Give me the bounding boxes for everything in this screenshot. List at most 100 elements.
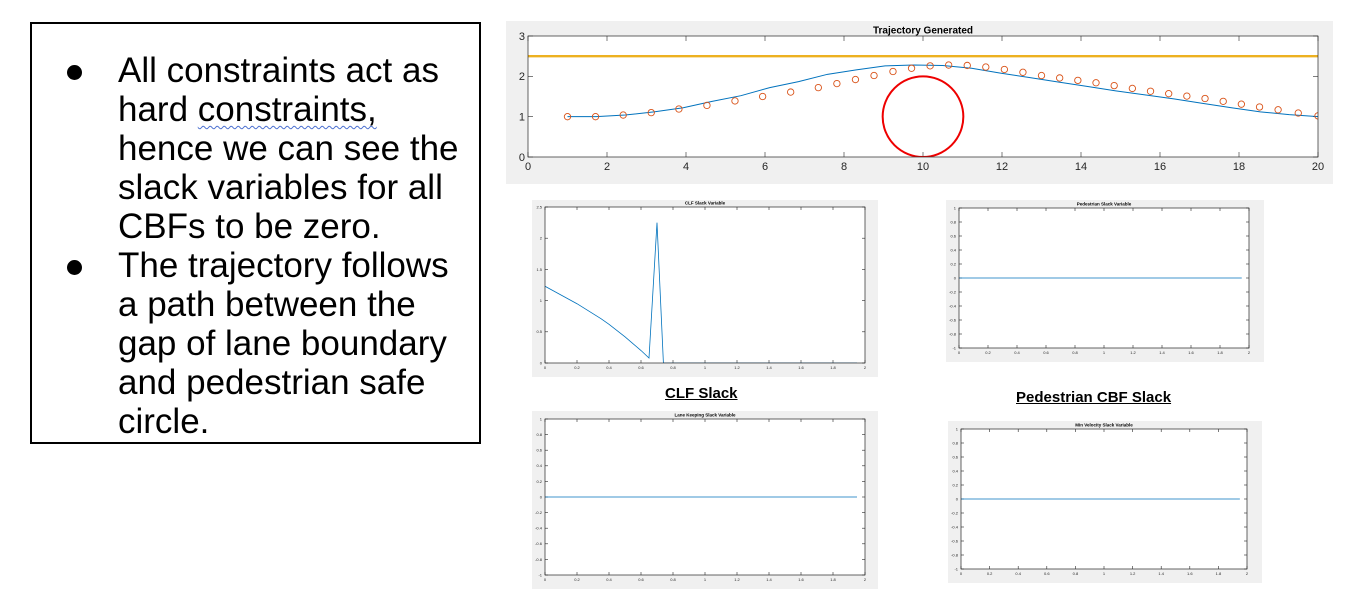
x-tick-label: 1.8: [830, 577, 836, 582]
trajectory-point: [731, 97, 739, 105]
bullet-list: All constraints act as hard constraints,…: [32, 51, 479, 441]
bullet-text: constraints,: [197, 90, 377, 129]
y-tick-label: 1: [956, 426, 959, 431]
x-tick-label: 0: [525, 161, 531, 173]
x-tick-label: 1.4: [766, 365, 772, 370]
x-tick-label: 1: [1103, 571, 1106, 576]
axes-box: [544, 418, 866, 576]
x-tick-label: 14: [1075, 161, 1087, 173]
y-tick-label: 0.6: [950, 233, 956, 238]
x-tick-label: 0.4: [606, 577, 612, 582]
x-tick-label: 0: [960, 571, 963, 576]
y-tick-label: -0.8: [951, 552, 959, 557]
bullet-text: All constraints act as hard: [118, 51, 439, 129]
x-tick-label: 20: [1312, 161, 1324, 173]
series-line: [545, 222, 857, 363]
y-tick-label: 1: [954, 205, 957, 210]
x-tick-label: 0.8: [1072, 350, 1078, 355]
y-tick-label: 0: [540, 494, 543, 499]
trajectory-point: [675, 105, 683, 113]
x-tick-label: 0: [958, 350, 961, 355]
y-tick-label: -0.4: [949, 303, 957, 308]
x-tick-label: 1.4: [1159, 350, 1165, 355]
trajectory-point: [1255, 103, 1264, 111]
x-tick-label: 1.4: [766, 577, 772, 582]
y-tick-label: 0: [519, 152, 525, 164]
x-tick-label: 0.4: [1015, 571, 1021, 576]
x-tick-label: 8: [841, 161, 847, 173]
x-tick-label: 1.6: [798, 365, 804, 370]
y-tick-label: 0.4: [950, 247, 956, 252]
y-tick-label: 0.2: [536, 479, 542, 484]
chart-svg: Min Velocity Slack Variable 0 0.2 0.4 0.6 0.8…: [951, 423, 1249, 577]
chart-svg: Pedestrian Slack Variable 0 0.2 0.4 0.6 0.8 1 1…: [949, 202, 1251, 356]
y-tick-label: -1: [538, 572, 542, 577]
y-tick-label: 0.8: [536, 432, 542, 437]
y-tick-label: -0.2: [949, 289, 957, 294]
plot-content: [528, 54, 1318, 157]
trajectory-point: [1056, 74, 1064, 82]
bullet-text: The trajectory follows a path between th…: [118, 246, 449, 441]
y-tick-label: 2.5: [536, 204, 542, 209]
y-tick-label: 0.6: [536, 448, 542, 453]
y-tick-label: -1: [952, 345, 956, 350]
axes-box: [958, 207, 1250, 349]
trajectory-point: [1019, 68, 1027, 76]
x-tick-label: 1.8: [1216, 571, 1222, 576]
x-tick-label: 1.2: [1130, 350, 1136, 355]
trajectory-point: [1219, 97, 1227, 105]
lane-keeping-slack-chart: Lane Keeping Slack Variable 0 0.2 0.4 0.6 0.8…: [532, 411, 878, 589]
x-tick-label: 0.2: [985, 350, 991, 355]
y-tick-label: -0.4: [951, 524, 959, 529]
pedestrian-slack-chart: Pedestrian Slack Variable 0 0.2 0.4 0.6 0.8 1 1…: [946, 200, 1264, 362]
y-tick-label: 0.2: [952, 482, 958, 487]
trajectory-point: [926, 62, 934, 70]
bullet-text: hence we can see the slack variables for…: [118, 129, 459, 246]
plot-content: [545, 222, 857, 363]
x-tick-label: 2: [1248, 350, 1251, 355]
bullet-item: All constraints act as hard constraints,…: [32, 51, 479, 246]
bullet-dot-icon: [67, 65, 82, 80]
x-tick-label: 0.2: [574, 365, 580, 370]
y-tick-label: -0.8: [535, 557, 543, 562]
x-tick-label: 1.8: [830, 365, 836, 370]
clf-slack-caption: CLF Slack: [665, 385, 738, 402]
y-tick-label: 2: [519, 71, 525, 83]
trajectory-point: [1092, 79, 1100, 87]
y-tick-label: 0: [540, 360, 543, 365]
trajectory-point: [758, 92, 767, 101]
y-tick-label: 1: [519, 112, 525, 124]
y-tick-label: 3: [519, 31, 525, 43]
y-tick-label: -1: [954, 566, 958, 571]
pedestrian-cbf-slack-caption: Pedestrian CBF Slack: [1016, 389, 1172, 406]
chart-title: CLF Slack Variable: [685, 201, 726, 206]
series-line: [567, 64, 1318, 118]
trajectory-point: [1128, 84, 1136, 93]
y-tick-label: -0.8: [949, 331, 957, 336]
x-tick-label: 2: [604, 161, 610, 173]
trajectory-point: [833, 79, 841, 88]
text-box: All constraints act as hard constraints,…: [30, 22, 481, 444]
plot-area: [528, 36, 1318, 157]
x-tick-label: 0: [544, 577, 547, 582]
y-tick-label: 1: [540, 298, 543, 303]
trajectory-point: [1000, 65, 1009, 74]
trajectory-point: [814, 83, 822, 92]
x-tick-label: 0.6: [638, 577, 644, 582]
chart-svg: CLF Slack Variable 0 0.2 0.4 0.6 0.8 1 1.2 1.4 1.…: [536, 201, 866, 371]
y-tick-label: 0.2: [950, 261, 956, 266]
x-tick-label: 1.6: [1188, 350, 1194, 355]
trajectory-point: [1037, 71, 1046, 80]
trajectory-point: [907, 64, 916, 72]
x-tick-label: 1: [1103, 350, 1106, 355]
x-tick-label: 1.8: [1217, 350, 1223, 355]
x-tick-label: 1.4: [1158, 571, 1164, 576]
trajectory-point: [889, 67, 897, 76]
y-tick-label: 0.5: [536, 329, 542, 334]
chart-title: Trajectory Generated: [873, 26, 973, 37]
trajectory-point: [591, 113, 600, 121]
trajectory-point: [1146, 87, 1155, 95]
axes-box: [544, 206, 866, 364]
x-tick-label: 18: [1233, 161, 1245, 173]
